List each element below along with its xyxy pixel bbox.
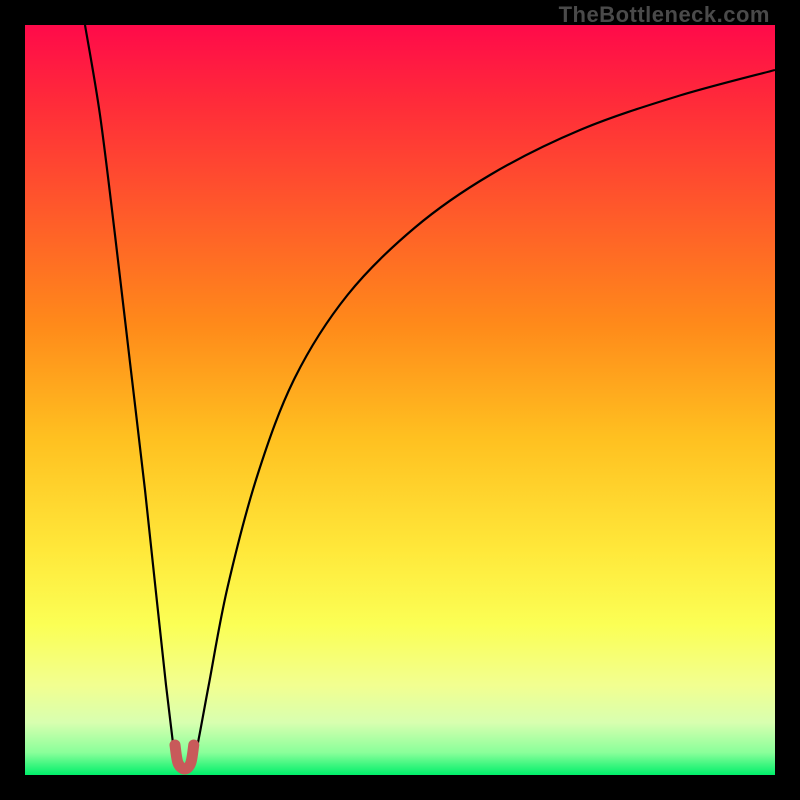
chart-frame: TheBottleneck.com xyxy=(0,0,800,800)
watermark-text: TheBottleneck.com xyxy=(559,2,770,28)
plot-background xyxy=(25,25,775,775)
plot-svg xyxy=(0,0,800,800)
